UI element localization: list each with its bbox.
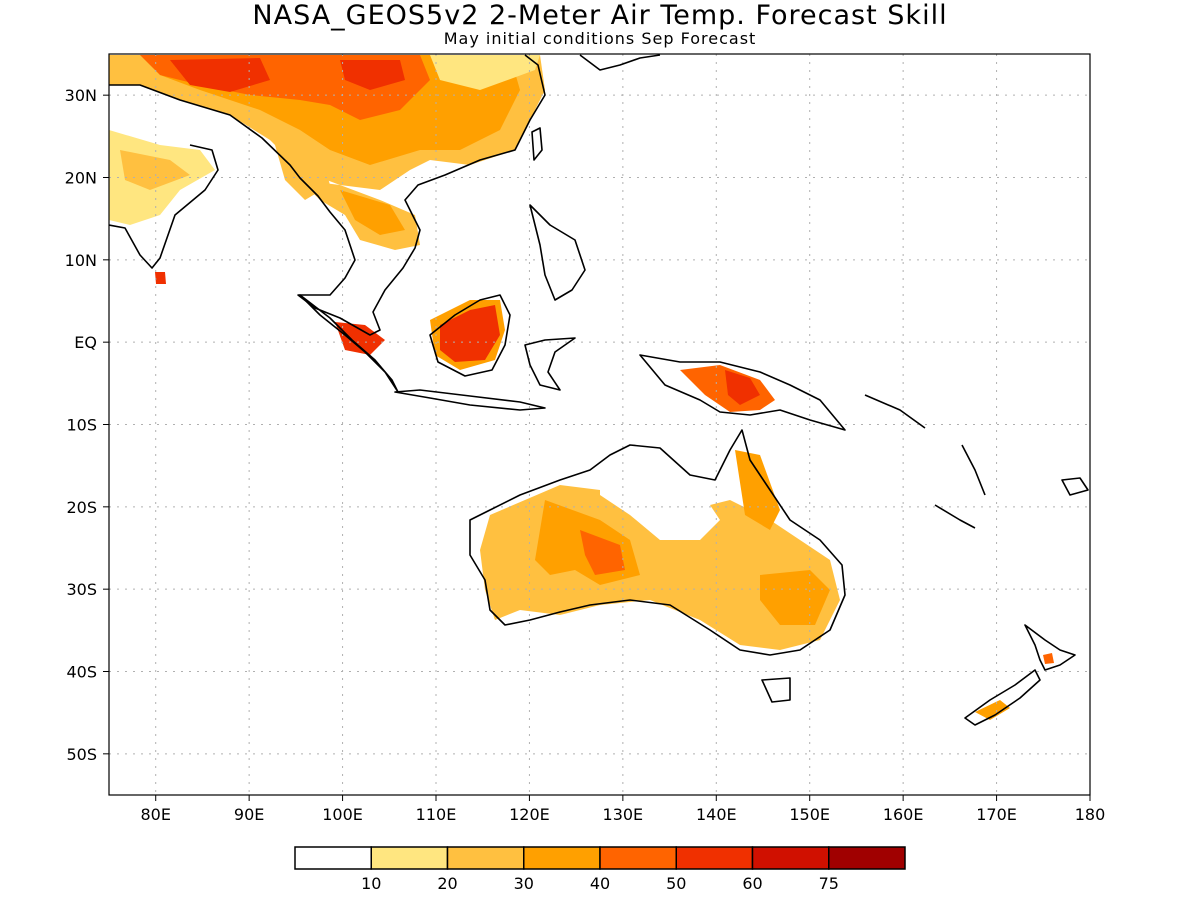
- region-china-east: [340, 60, 405, 90]
- coast-sulawesi: [524, 337, 576, 391]
- longitude-axis: 80E 90E 100E 110E 120E 130E 140E 150E 160E 170E 18…: [140, 795, 1105, 824]
- region-borneo-high: [440, 305, 500, 362]
- lon-tick-label: 90E: [234, 805, 264, 824]
- colorbar-swatch: [751, 846, 830, 870]
- region-tibet-max: [170, 58, 270, 92]
- lon-tick-label: 170E: [976, 805, 1017, 824]
- region-myanmar: [275, 145, 330, 200]
- lat-tick-label: 10S: [66, 416, 97, 435]
- region-india-mid: [120, 150, 190, 190]
- region-sri-lanka: [155, 272, 166, 284]
- grid-lines: [109, 54, 1090, 795]
- page-subtitle: May initial conditions Sep Forecast: [443, 29, 757, 48]
- region-north-light: [430, 55, 540, 90]
- coast-tasmania: [761, 677, 791, 703]
- coast-asia: [109, 54, 546, 336]
- coast-india: [109, 144, 219, 269]
- lat-tick-label: 20N: [65, 169, 97, 188]
- lon-tick-label: 130E: [603, 805, 644, 824]
- colorbar-label: 50: [666, 874, 686, 893]
- lon-tick-label: 150E: [789, 805, 830, 824]
- coast-borneo: [429, 294, 511, 377]
- colorbar-swatch: [294, 846, 372, 870]
- colorbar-label: 75: [819, 874, 839, 893]
- page-title: NASA_GEOS5v2 2-Meter Air Temp. Forecast …: [252, 0, 948, 31]
- lon-tick-label: 160E: [883, 805, 924, 824]
- lat-tick-label: EQ: [74, 333, 97, 352]
- coast-new-zealand-north: [1024, 624, 1076, 671]
- region-australia-high2: [580, 530, 625, 575]
- lat-tick-label: 30N: [65, 86, 97, 105]
- region-indochina-high: [340, 190, 405, 235]
- colorbar-label: 10: [361, 874, 381, 893]
- colorbar-swatch: [446, 846, 525, 870]
- coast-fiji: [1061, 477, 1089, 496]
- latitude-axis: 30N 20N 10N EQ 10S 20S 30S 40S 50S: [65, 86, 109, 764]
- coast-new-zealand-south: [964, 669, 1041, 726]
- lon-tick-label: 180: [1075, 805, 1106, 824]
- lat-tick-label: 30S: [66, 580, 97, 599]
- region-new-zealand: [975, 700, 1010, 720]
- region-australia-east: [760, 570, 830, 625]
- lat-tick-label: 20S: [66, 498, 97, 517]
- colorbar: 10 20 30 40 50 60 75: [294, 846, 906, 893]
- colorbar-label: 40: [590, 874, 610, 893]
- coast-solomons: [864, 394, 926, 429]
- lon-tick-label: 120E: [509, 805, 550, 824]
- coast-philippines: [529, 204, 586, 301]
- lon-tick-label: 100E: [322, 805, 363, 824]
- coast-java: [394, 389, 546, 411]
- coast-new-caledonia: [934, 504, 976, 529]
- region-new-guinea-high: [725, 370, 760, 405]
- coast-australia: [469, 429, 846, 656]
- colorbar-swatch: [599, 846, 677, 870]
- region-australia-central-white: [600, 470, 720, 540]
- colorbar-swatch: [828, 846, 906, 870]
- coast-new-guinea: [639, 354, 846, 431]
- lat-tick-label: 50S: [66, 745, 97, 764]
- lon-tick-label: 110E: [416, 805, 457, 824]
- region-australia-north: [735, 450, 780, 530]
- region-new-zealand-north: [1043, 653, 1054, 664]
- colorbar-label: 30: [514, 874, 534, 893]
- skill-field: [109, 55, 1054, 720]
- coastlines: [109, 54, 1089, 726]
- lat-tick-label: 40S: [66, 663, 97, 682]
- colorbar-swatch: [675, 846, 754, 870]
- coast-vanuatu: [961, 444, 986, 496]
- lon-tick-label: 80E: [140, 805, 170, 824]
- region-malaysia: [335, 322, 385, 355]
- colorbar-label: 60: [742, 874, 762, 893]
- colorbar-swatch: [523, 846, 601, 870]
- coast-taiwan: [531, 127, 543, 161]
- colorbar-swatch: [370, 846, 449, 870]
- coast-japan: [579, 54, 661, 71]
- lat-tick-label: 10N: [65, 251, 97, 270]
- colorbar-label: 20: [437, 874, 457, 893]
- lon-tick-label: 140E: [696, 805, 737, 824]
